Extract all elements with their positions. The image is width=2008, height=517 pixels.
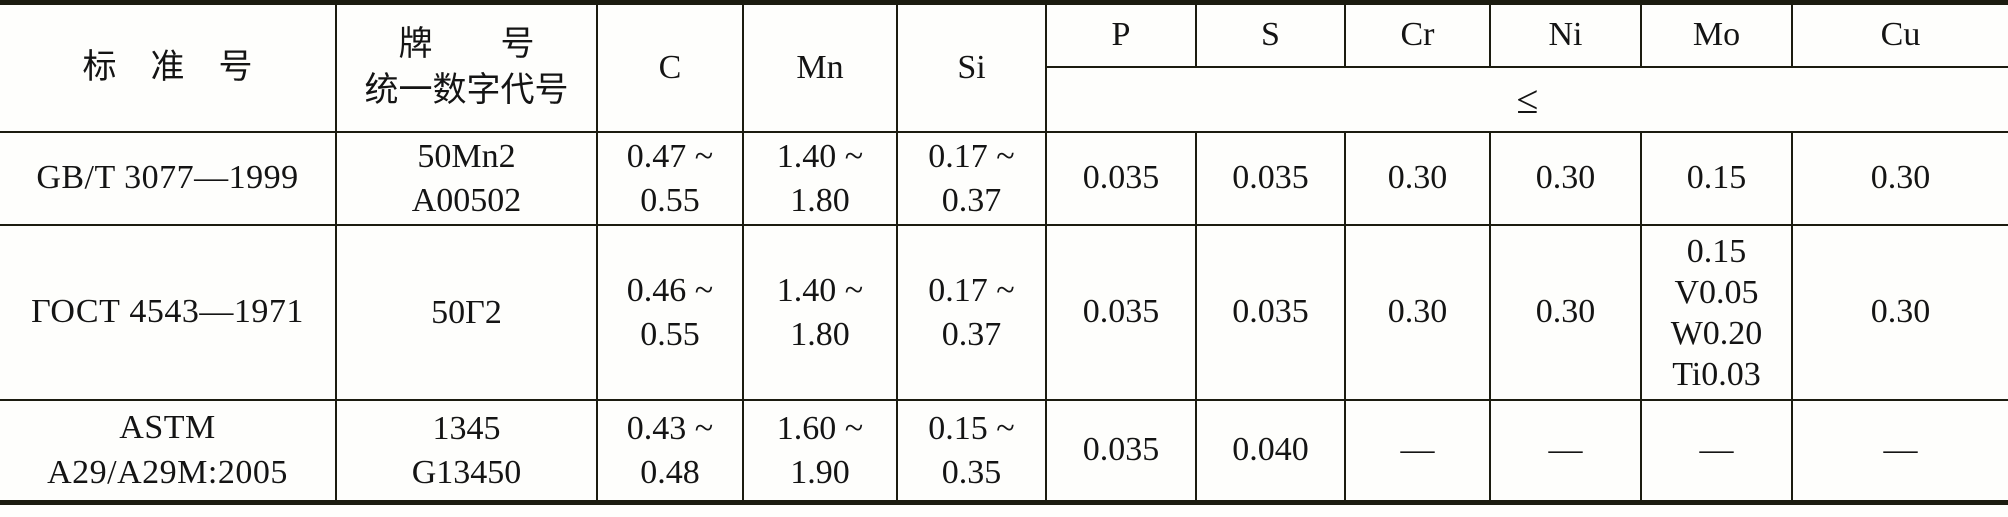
cell-nickel: — — [1489, 399, 1642, 504]
range-line: 0.46 ~ — [626, 271, 714, 309]
cell-standard: ASTM A29/A29M:2005 — [0, 399, 337, 504]
grade-line: G13450 — [411, 453, 522, 491]
range-line: 0.55 — [640, 181, 700, 219]
cell-nickel: 0.30 — [1489, 131, 1642, 226]
header-cell-carbon: C — [596, 1, 744, 133]
alloy-composition-table: 标 准 号 牌 号 统一数字代号 C Mn Si P S Cr Ni Mo Cu… — [0, 0, 2008, 505]
header-row-elements: 标 准 号 牌 号 统一数字代号 C Mn Si P S Cr Ni Mo Cu — [0, 1, 2008, 133]
table-header: 标 准 号 牌 号 统一数字代号 C Mn Si P S Cr Ni Mo Cu… — [0, 1, 2008, 133]
header-cell-grade: 牌 号 统一数字代号 — [335, 1, 598, 133]
cell-molybdenum: — — [1640, 399, 1793, 504]
cell-copper: — — [1791, 399, 2008, 504]
header-row-limit: ≤ — [0, 66, 2008, 133]
cell-silicon-range: 0.15 ~ 0.35 — [896, 399, 1047, 504]
grade-line: 50Mn2 — [417, 137, 516, 175]
cell-chromium: 0.30 — [1344, 224, 1491, 401]
mo-line: 0.15 — [1686, 232, 1747, 270]
range-line: 1.60 ~ — [776, 409, 864, 447]
header-cell-molybdenum: Mo — [1640, 1, 1793, 68]
mo-line: W0.20 — [1670, 314, 1763, 352]
mo-line: Ti0.03 — [1672, 355, 1761, 393]
table-row-gost4543: ГОСТ 4543—1971 50Г2 0.46 ~ 0.55 1.40 ~ 1… — [0, 224, 2008, 401]
header-cell-manganese: Mn — [742, 1, 898, 133]
max-limit-symbol-cell: ≤ — [1046, 66, 2008, 133]
header-cell-phosphorus: P — [1045, 1, 1197, 68]
cell-phosphorus: 0.035 — [1045, 224, 1197, 401]
range-line: 0.37 — [941, 315, 1002, 353]
table-row-gbt3077: GB/T 3077—1999 50Mn2 A00502 0.47 ~ 0.55 … — [0, 131, 2008, 226]
cell-sulfur: 0.040 — [1195, 399, 1346, 504]
cell-manganese-range: 1.40 ~ 1.80 — [742, 224, 898, 401]
range-line: 0.47 ~ — [626, 137, 714, 175]
range-line: 1.40 ~ — [776, 137, 864, 175]
cell-copper: 0.30 — [1791, 224, 2008, 401]
range-line: 0.55 — [640, 315, 700, 353]
range-line: 0.17 ~ — [928, 271, 1015, 309]
range-line: 0.35 — [941, 453, 1002, 491]
cell-sulfur: 0.035 — [1195, 131, 1346, 226]
cell-chromium: — — [1344, 399, 1491, 504]
cell-grade: 50Mn2 A00502 — [335, 131, 598, 226]
range-line: 0.17 ~ — [928, 137, 1015, 175]
table-body: GB/T 3077—1999 50Mn2 A00502 0.47 ~ 0.55 … — [0, 131, 2008, 504]
cell-nickel: 0.30 — [1489, 224, 1642, 401]
cell-copper: 0.30 — [1791, 131, 2008, 226]
range-line: 1.90 — [790, 453, 850, 491]
header-cell-chromium: Cr — [1344, 1, 1491, 68]
header-cell-copper: Cu — [1791, 1, 2008, 68]
cell-sulfur: 0.035 — [1195, 224, 1346, 401]
range-line: 0.37 — [941, 181, 1002, 219]
header-cell-nickel: Ni — [1489, 1, 1642, 68]
cell-phosphorus: 0.035 — [1045, 131, 1197, 226]
cell-chromium: 0.30 — [1344, 131, 1491, 226]
cell-silicon-range: 0.17 ~ 0.37 — [896, 224, 1047, 401]
range-line: 0.48 — [640, 453, 700, 491]
range-line: 0.15 ~ — [928, 409, 1015, 447]
cell-phosphorus: 0.035 — [1045, 399, 1197, 504]
header-cell-silicon: Si — [896, 1, 1047, 133]
range-line: 0.43 ~ — [626, 409, 714, 447]
grade-line: 1345 — [432, 409, 501, 447]
cell-carbon-range: 0.47 ~ 0.55 — [596, 131, 744, 226]
grade-line: 50Г2 — [431, 293, 502, 331]
cell-standard: ГОСТ 4543—1971 — [0, 224, 337, 401]
cell-grade: 50Г2 — [335, 224, 598, 401]
grade-line: A00502 — [411, 181, 522, 219]
header-grade-line1: 牌 号 — [398, 26, 535, 63]
cell-grade: 1345 G13450 — [335, 399, 598, 504]
cell-carbon-range: 0.43 ~ 0.48 — [596, 399, 744, 504]
header-cell-standard: 标 准 号 — [0, 1, 337, 133]
range-line: 1.80 — [790, 181, 850, 219]
header-grade-line2: 统一数字代号 — [364, 72, 569, 109]
cell-silicon-range: 0.17 ~ 0.37 — [896, 131, 1047, 226]
range-line: 1.40 ~ — [776, 271, 864, 309]
cell-molybdenum: 0.15 V0.05 W0.20 Ti0.03 — [1640, 224, 1793, 401]
header-cell-sulfur: S — [1195, 1, 1346, 68]
mo-line: V0.05 — [1674, 273, 1759, 311]
cell-manganese-range: 1.40 ~ 1.80 — [742, 131, 898, 226]
cell-manganese-range: 1.60 ~ 1.90 — [742, 399, 898, 504]
range-line: 1.80 — [790, 315, 850, 353]
cell-carbon-range: 0.46 ~ 0.55 — [596, 224, 744, 401]
table-row-astm-a29: ASTM A29/A29M:2005 1345 G13450 0.43 ~ 0.… — [0, 399, 2008, 504]
cell-standard: GB/T 3077—1999 — [0, 131, 337, 226]
cell-molybdenum: 0.15 — [1640, 131, 1793, 226]
